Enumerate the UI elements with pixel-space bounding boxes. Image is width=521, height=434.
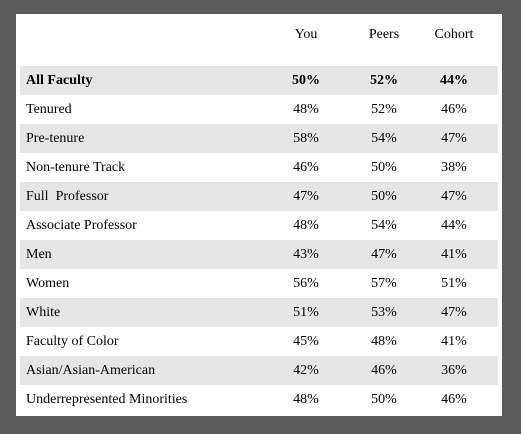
cell-peers: 52% [371, 101, 397, 117]
cell-cohort: 47% [441, 304, 467, 320]
cell-you: 58% [293, 130, 319, 146]
cell-peers: 50% [371, 159, 397, 175]
cell-cohort: 47% [441, 130, 467, 146]
header-peers: Peers [368, 26, 400, 42]
table-row-underrepresented-minorities: Underrepresented Minorities 48% 50% 46% [20, 385, 498, 414]
cell-you: 43% [293, 246, 319, 262]
row-label: Full Professor [26, 188, 109, 204]
cell-peers: 50% [371, 188, 397, 204]
cell-cohort: 51% [441, 275, 467, 291]
table-row-faculty-of-color: Faculty of Color 45% 48% 41% [20, 327, 498, 356]
cell-peers: 48% [371, 333, 397, 349]
cell-you: 51% [293, 304, 319, 320]
row-label: Asian/Asian-American [26, 362, 156, 378]
table-row-asian-american: Asian/Asian-American 42% 46% 36% [20, 356, 498, 385]
results-table-card: You Peers Cohort All Faculty 50% 52% 44%… [16, 14, 502, 416]
table-row-tenured: Tenured 48% 52% 46% [20, 95, 498, 124]
cell-cohort: 46% [441, 391, 467, 407]
cell-cohort: 46% [441, 101, 467, 117]
table-row-men: Men 43% 47% 41% [20, 240, 498, 269]
cell-peers: 52% [370, 72, 398, 88]
cell-cohort: 41% [441, 333, 467, 349]
cell-you: 42% [293, 362, 319, 378]
header-you: You [294, 26, 318, 42]
row-label: Men [26, 246, 52, 262]
cell-cohort: 44% [440, 72, 468, 88]
header-cohort: Cohort [434, 26, 474, 42]
table-row-full-professor: Full Professor 47% 50% 47% [20, 182, 498, 211]
table-row-white: White 51% 53% 47% [20, 298, 498, 327]
table-row-all-faculty: All Faculty 50% 52% 44% [20, 66, 498, 95]
row-label: All Faculty [26, 72, 93, 88]
cell-you: 48% [293, 101, 319, 117]
cell-peers: 54% [371, 217, 397, 233]
table-row-women: Women 56% 57% 51% [20, 269, 498, 298]
cell-cohort: 47% [441, 188, 467, 204]
cell-peers: 46% [371, 362, 397, 378]
row-label: Underrepresented Minorities [26, 391, 188, 407]
row-label: Faculty of Color [26, 333, 119, 349]
cell-peers: 53% [371, 304, 397, 320]
cell-peers: 57% [371, 275, 397, 291]
cell-peers: 54% [371, 130, 397, 146]
cell-you: 48% [293, 391, 319, 407]
cell-you: 50% [292, 72, 320, 88]
cell-peers: 50% [371, 391, 397, 407]
row-label: Pre-tenure [26, 130, 85, 146]
row-label: Tenured [26, 101, 72, 117]
row-label: Women [26, 275, 70, 291]
row-label: White [26, 304, 61, 320]
row-label: Associate Professor [26, 217, 137, 233]
cell-you: 48% [293, 217, 319, 233]
cell-you: 46% [293, 159, 319, 175]
cell-cohort: 36% [441, 362, 467, 378]
cell-cohort: 41% [441, 246, 467, 262]
table-header-row: You Peers Cohort [20, 20, 498, 49]
table-row-non-tenure-track: Non-tenure Track 46% 50% 38% [20, 153, 498, 182]
table-row-pre-tenure: Pre-tenure 58% 54% 47% [20, 124, 498, 153]
table-row-associate-professor: Associate Professor 48% 54% 44% [20, 211, 498, 240]
row-label: Non-tenure Track [26, 159, 126, 175]
cell-cohort: 44% [441, 217, 467, 233]
cell-you: 45% [293, 333, 319, 349]
cell-peers: 47% [371, 246, 397, 262]
cell-you: 47% [293, 188, 319, 204]
cell-you: 56% [293, 275, 319, 291]
cell-cohort: 38% [441, 159, 467, 175]
